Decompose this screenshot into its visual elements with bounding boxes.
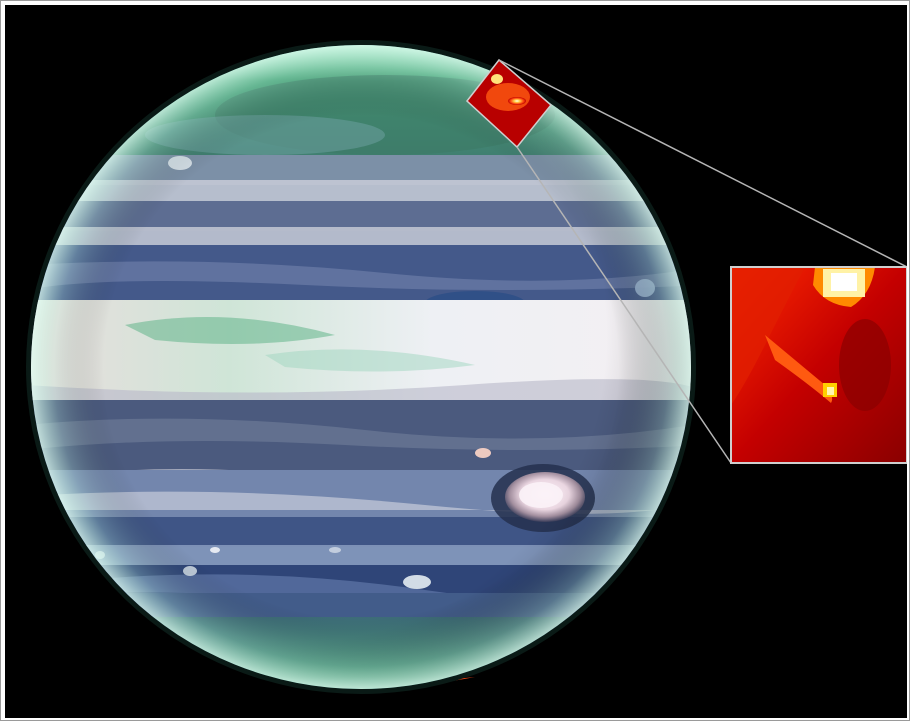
- zoom-connector-top: [498, 59, 907, 268]
- zoom-connector-bottom: [516, 146, 732, 464]
- jupiter-scene: [26, 40, 907, 694]
- aurora-source-region: [465, 58, 553, 149]
- jupiter-photo: [5, 5, 907, 718]
- aurora-zoom-inset: [730, 266, 907, 464]
- planet-disk: [31, 45, 691, 689]
